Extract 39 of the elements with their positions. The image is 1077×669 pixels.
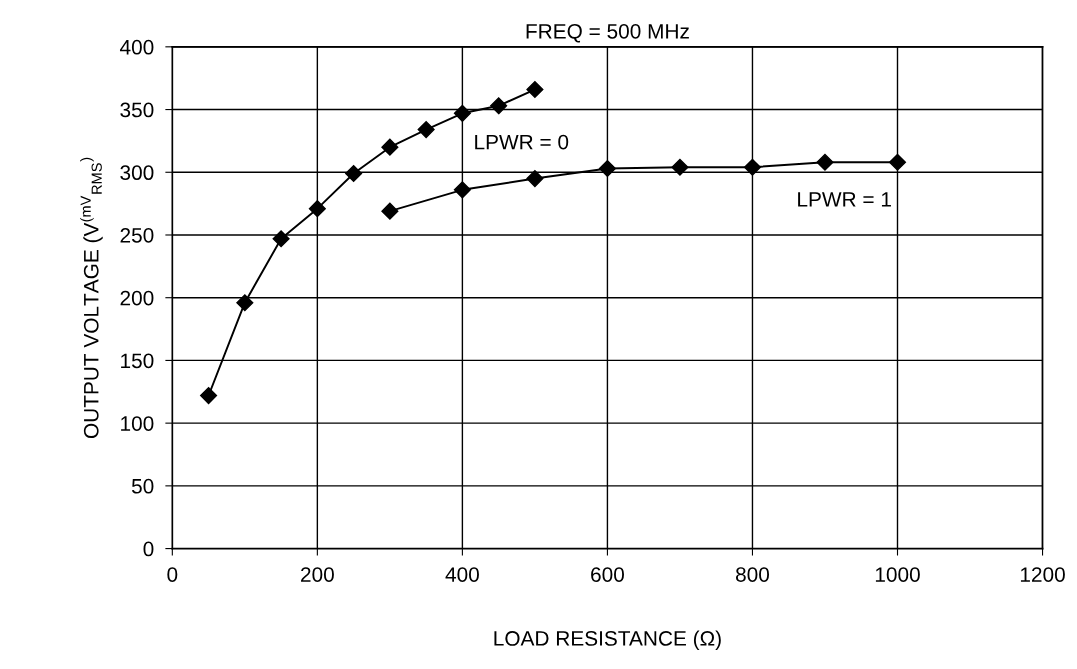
x-tick-label: 800 (735, 567, 770, 582)
series-label: LPWR = 0 (475, 134, 569, 150)
point (816, 153, 834, 171)
point (526, 80, 544, 99)
point (453, 104, 471, 122)
chart-title: FREQ = 500 MHz (526, 23, 689, 43)
x-axis-title: LOAD RESISTANCE (Ω) (494, 630, 721, 650)
x-tick-label: 400 (445, 567, 479, 582)
point (308, 200, 326, 218)
point (490, 97, 508, 115)
point (200, 386, 218, 405)
point (526, 169, 544, 188)
point (453, 181, 471, 199)
series-label: LPWR = 1 (798, 192, 891, 207)
y-tick-label: 200 (120, 290, 154, 306)
y-tick-label: 250 (120, 227, 154, 243)
point (381, 138, 399, 156)
point (381, 202, 399, 220)
y-tick-label: 0 (143, 541, 154, 557)
point (272, 230, 290, 248)
x-tick-label: 1000 (875, 567, 920, 582)
y-tick-label: 400 (119, 39, 154, 55)
y-tick-label: 300 (120, 165, 154, 181)
point (743, 158, 762, 176)
y-tick-label: 350 (120, 102, 154, 118)
y-axis-title: OUTPUT VOLTAGE (V$^{(mV}$$_{RMS}$$^{)}$ (80, 157, 103, 439)
point (345, 164, 363, 183)
point (417, 121, 435, 139)
x-tick-label: 1200 (1020, 567, 1065, 582)
y-tick-label: 100 (121, 416, 154, 431)
x-tick-label: 600 (591, 567, 624, 582)
x-tick-label: 0 (167, 567, 178, 582)
y-tick-label: 50 (131, 478, 154, 494)
point (598, 159, 616, 178)
point (671, 158, 689, 176)
y-tick-label: 150 (121, 353, 154, 369)
x-tick-label: 200 (301, 567, 334, 582)
point (236, 294, 254, 312)
point (888, 153, 907, 171)
